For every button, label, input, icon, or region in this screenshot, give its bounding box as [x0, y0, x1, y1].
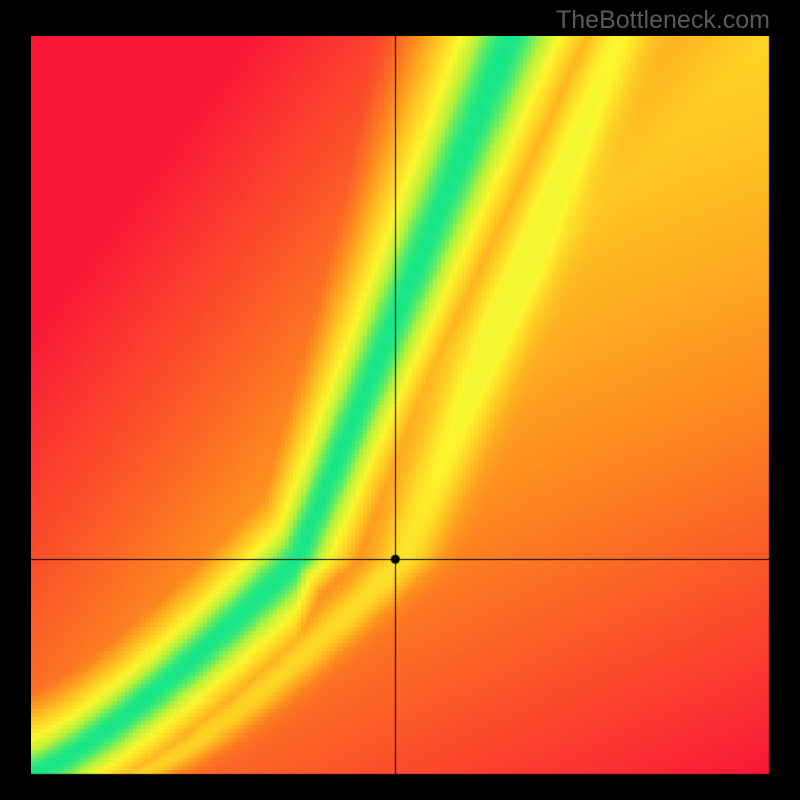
watermark-text: TheBottleneck.com [556, 6, 770, 35]
bottleneck-heatmap [31, 36, 770, 775]
